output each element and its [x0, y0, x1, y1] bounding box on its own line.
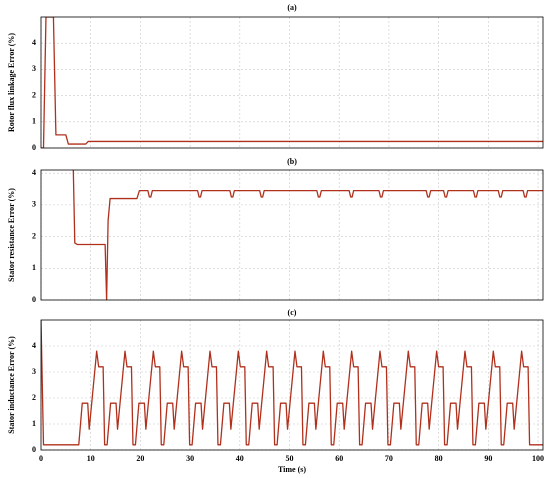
- x-tick-label: 90: [484, 454, 492, 463]
- plot-frame: [40, 319, 544, 451]
- y-tick-label: 3: [32, 367, 36, 376]
- x-tick-label: 20: [136, 454, 144, 463]
- y-tick-label: 2: [32, 231, 36, 240]
- y-tick-label: 0: [32, 295, 36, 304]
- y-tick-label: 2: [32, 393, 36, 402]
- panel-title: (a): [287, 3, 297, 12]
- x-tick-label: 40: [236, 454, 244, 463]
- x-tick-label: 30: [186, 454, 194, 463]
- plot-frame: [40, 16, 544, 149]
- panel-title: (b): [287, 157, 297, 166]
- x-tick-label: 70: [385, 454, 393, 463]
- y-tick-label: 4: [32, 168, 36, 177]
- data-line: [72, 170, 543, 300]
- plot-frame: [40, 169, 544, 301]
- y-tick-label: 0: [32, 445, 36, 454]
- y-tick-label: 1: [32, 263, 36, 272]
- x-tick-label: 60: [335, 454, 343, 463]
- x-tick-label: 10: [87, 454, 95, 463]
- y-tick-label: 4: [32, 341, 36, 350]
- x-tick-label: 50: [286, 454, 294, 463]
- panel-title: (c): [288, 308, 297, 317]
- x-tick-label: 0: [39, 454, 43, 463]
- y-tick-label: 1: [32, 117, 36, 126]
- x-tick-label: 80: [435, 454, 443, 463]
- x-tick-label: 100: [532, 454, 544, 463]
- y-tick-label: 1: [32, 419, 36, 428]
- data-line: [41, 17, 543, 148]
- data-line: [41, 320, 543, 446]
- y-tick-label: 3: [32, 200, 36, 209]
- y-tick-label: 4: [32, 38, 36, 47]
- y-axis-label: Stator resistance Error (%): [7, 188, 16, 282]
- x-axis-label: Time (s): [278, 465, 306, 474]
- y-axis-label: Rotor flux linkage Error (%): [7, 33, 16, 132]
- y-tick-label: 3: [32, 64, 36, 73]
- y-axis-label: Stator inductance Error (%): [7, 336, 16, 434]
- y-tick-label: 2: [32, 90, 36, 99]
- y-tick-label: 0: [32, 143, 36, 152]
